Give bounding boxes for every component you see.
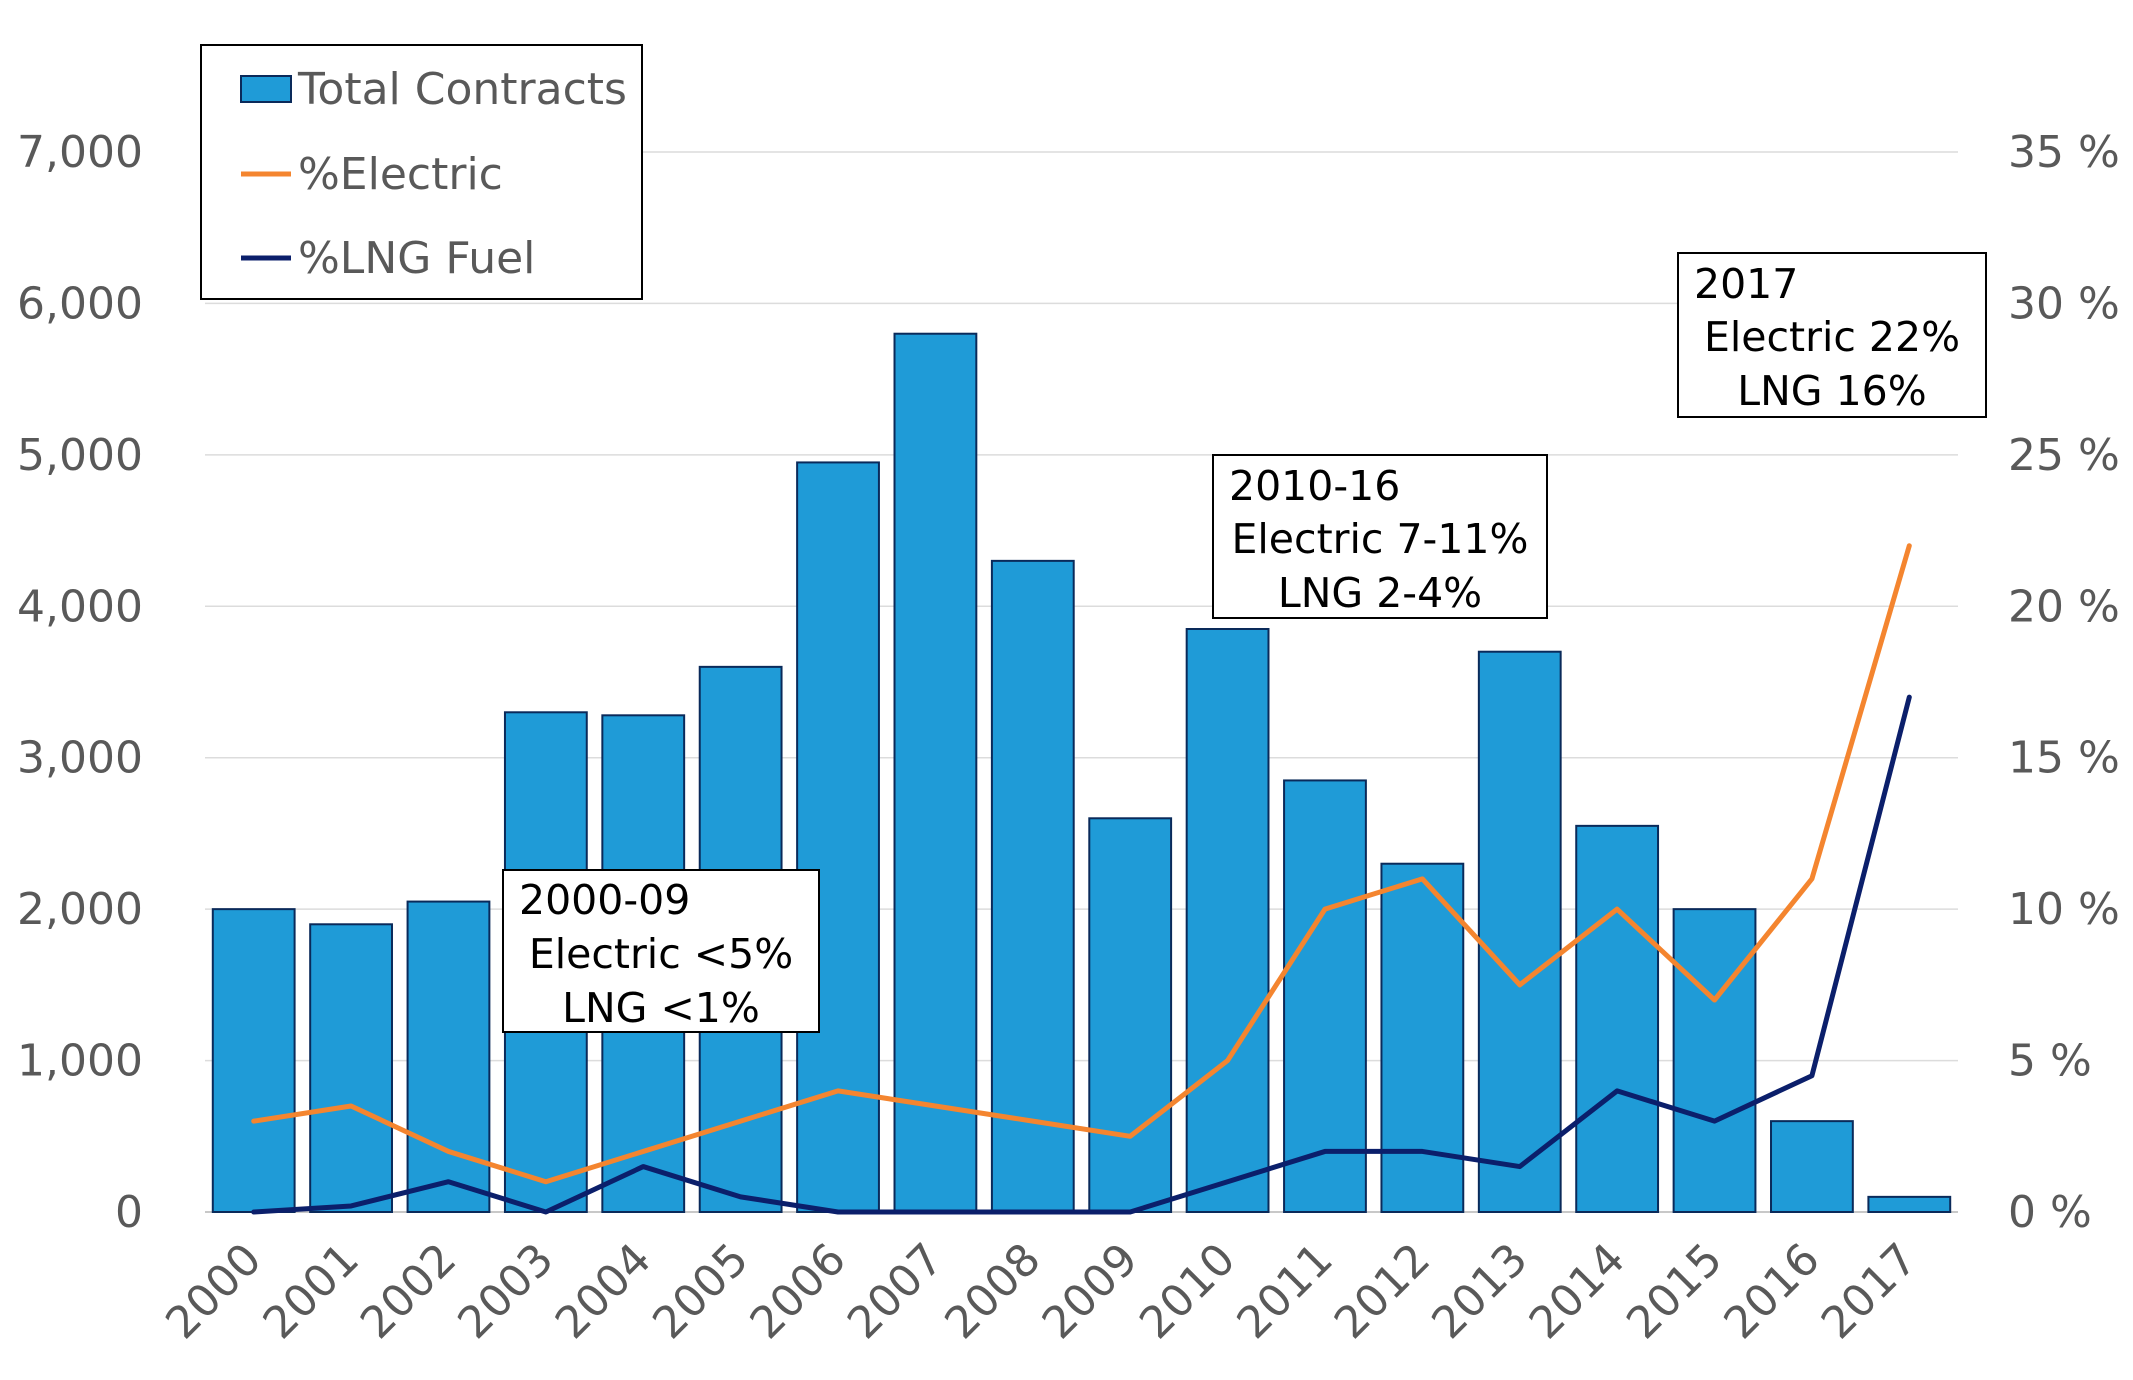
y2-tick-label: 10 % [2008,884,2120,935]
legend-swatch-total-contracts [240,75,292,103]
y-tick-label: 7,000 [17,127,143,178]
x-tick-label: 2002 [351,1234,466,1349]
line-lng-fuel [251,694,1912,1215]
line-electric [251,543,1912,1185]
bar [1575,824,1660,1213]
bar [1283,779,1367,1214]
annotation-frame [1677,252,1987,418]
x-tick-label: 2001 [254,1234,369,1349]
bar [1672,908,1757,1214]
x-tick-label: 2000 [156,1234,271,1349]
line-series [251,543,1912,1215]
bar-series [211,332,1952,1214]
annotation-line: 2000-09 [519,876,690,924]
y-tick-label: 4,000 [17,581,143,632]
y-tick-label: 6,000 [17,278,143,329]
annotation-frame [1212,454,1548,619]
annotation-line: Electric 22% [1704,313,1960,361]
x-tick-label: 2004 [546,1234,661,1349]
legend-label-electric: %Electric [298,149,503,200]
right-axis: 0 % 5 % 10 % 15 % 20 % 25 % 30 % 35 % [2008,127,2120,1238]
x-tick-label: 2007 [838,1234,953,1349]
bar [211,908,296,1214]
bar [1380,862,1465,1213]
bar [1185,628,1270,1213]
x-tick-label: 2006 [741,1234,856,1349]
x-axis: 2000200120022003200420052006200720082009… [156,1234,1927,1349]
x-tick-label: 2014 [1520,1234,1635,1349]
x-tick-label: 2005 [643,1234,758,1349]
x-tick-label: 2010 [1130,1234,1245,1349]
y2-tick-label: 15 % [2008,733,2120,784]
annotation-line: LNG 16% [1737,367,1926,415]
x-tick-label: 2015 [1617,1234,1732,1349]
annotation-line: LNG 2-4% [1278,569,1482,617]
y2-tick-label: 30 % [2008,278,2120,329]
y2-tick-label: 25 % [2008,430,2120,481]
annotation-2000-09: 2000-09 Electric <5% LNG <1% [502,869,820,1033]
x-tick-label: 2003 [448,1234,563,1349]
bar [309,923,393,1213]
y2-tick-label: 20 % [2008,581,2120,632]
legend: Total Contracts %Electric %LNG Fuel [200,44,643,300]
x-tick-label: 2008 [935,1234,1050,1349]
bar [1477,650,1562,1213]
y-tick-label: 1,000 [17,1036,143,1087]
annotation-2017: 2017 Electric 22% LNG 16% [1677,252,1987,418]
annotation-2010-16: 2010-16 Electric 7-11% LNG 2-4% [1212,454,1548,619]
y2-tick-label: 0 % [2008,1187,2092,1238]
y-tick-label: 0 [115,1187,143,1238]
annotation-line: 2017 [1694,260,1798,308]
annotation-frame [502,869,820,1033]
y-tick-label: 3,000 [17,733,143,784]
annotation-line: LNG <1% [562,984,760,1032]
bar [1770,1120,1854,1213]
bar [406,900,491,1213]
annotation-line: Electric 7-11% [1232,515,1529,563]
gridlines [205,151,1958,1213]
y2-tick-label: 5 % [2008,1036,2092,1087]
x-tick-label: 2016 [1714,1234,1829,1349]
left-axis: 0 1,000 2,000 3,000 4,000 5,000 6,000 7,000 [17,127,143,1238]
bar [990,559,1075,1213]
legend-label-total-contracts: Total Contracts [297,64,627,115]
x-tick-label: 2012 [1325,1234,1440,1349]
y-tick-label: 2,000 [17,884,143,935]
bar [1088,817,1173,1213]
bar [796,461,880,1213]
y2-tick-label: 35 % [2008,127,2120,178]
x-tick-label: 2009 [1033,1234,1148,1349]
x-tick-label: 2017 [1812,1234,1927,1349]
legend-label-lng: %LNG Fuel [298,233,535,284]
bar [893,332,978,1213]
annotation-line: 2010-16 [1229,462,1400,510]
y-tick-label: 5,000 [17,430,143,481]
x-tick-label: 2011 [1228,1234,1343,1349]
bar [1867,1195,1952,1214]
annotation-line: Electric <5% [529,930,793,978]
x-tick-label: 2013 [1422,1234,1537,1349]
